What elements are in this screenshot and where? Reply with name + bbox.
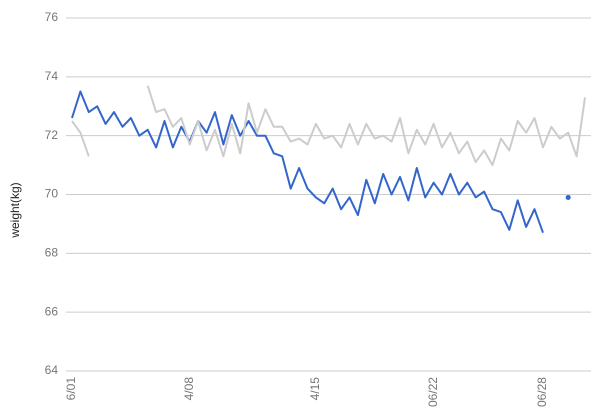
point	[565, 194, 571, 200]
y-tick-label: 66	[45, 304, 59, 318]
x-tick-label: 4/08	[182, 377, 196, 401]
line-series	[71, 90, 544, 234]
x-tick-label: 06/28	[535, 377, 549, 407]
line-series	[71, 120, 90, 157]
y-tick-label: 76	[45, 10, 59, 24]
x-tick-label: 06/22	[426, 377, 440, 407]
y-tick-label: 68	[45, 246, 59, 260]
y-tick-label: 74	[45, 69, 59, 83]
line-series	[146, 85, 586, 167]
y-tick-label: 70	[45, 187, 59, 201]
x-tick-label: 4/15	[308, 377, 322, 401]
y-tick-label: 72	[45, 128, 59, 142]
y-tick-label: 64	[45, 363, 59, 377]
y-axis-title: weight(kg)	[8, 182, 22, 238]
x-tick-label: 6/01	[64, 377, 78, 401]
